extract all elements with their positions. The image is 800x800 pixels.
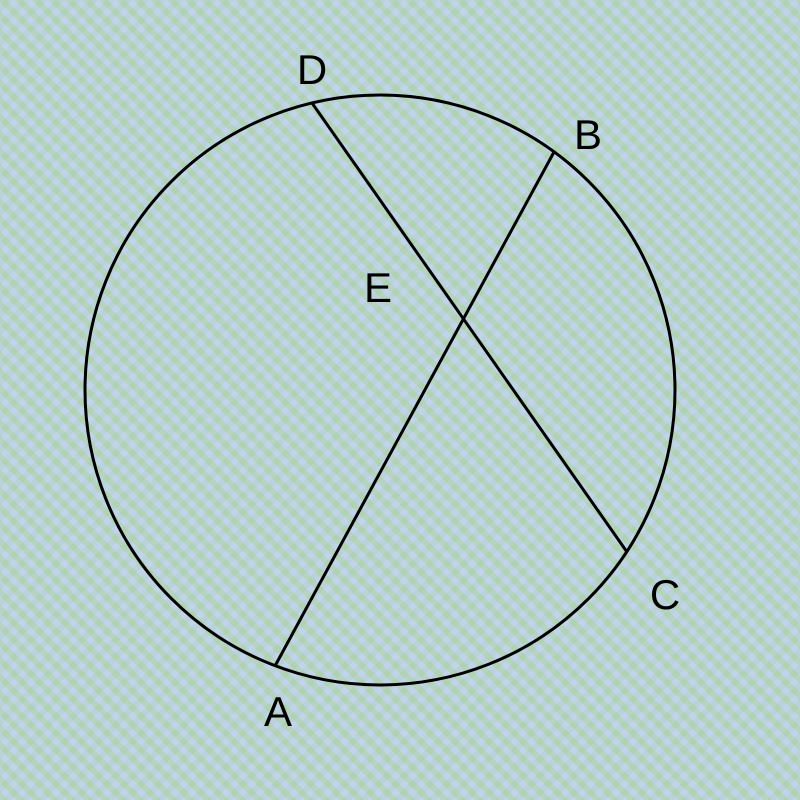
diagram-svg: [0, 0, 800, 800]
label-d: D: [297, 46, 327, 94]
label-e: E: [364, 264, 392, 312]
label-c: C: [650, 571, 680, 619]
main-circle: [85, 95, 675, 685]
chord-dc: [312, 103, 627, 552]
chord-ab: [275, 152, 554, 666]
geometry-diagram: A B C D E: [0, 0, 800, 800]
label-b: B: [574, 111, 602, 159]
label-a: A: [264, 688, 292, 736]
